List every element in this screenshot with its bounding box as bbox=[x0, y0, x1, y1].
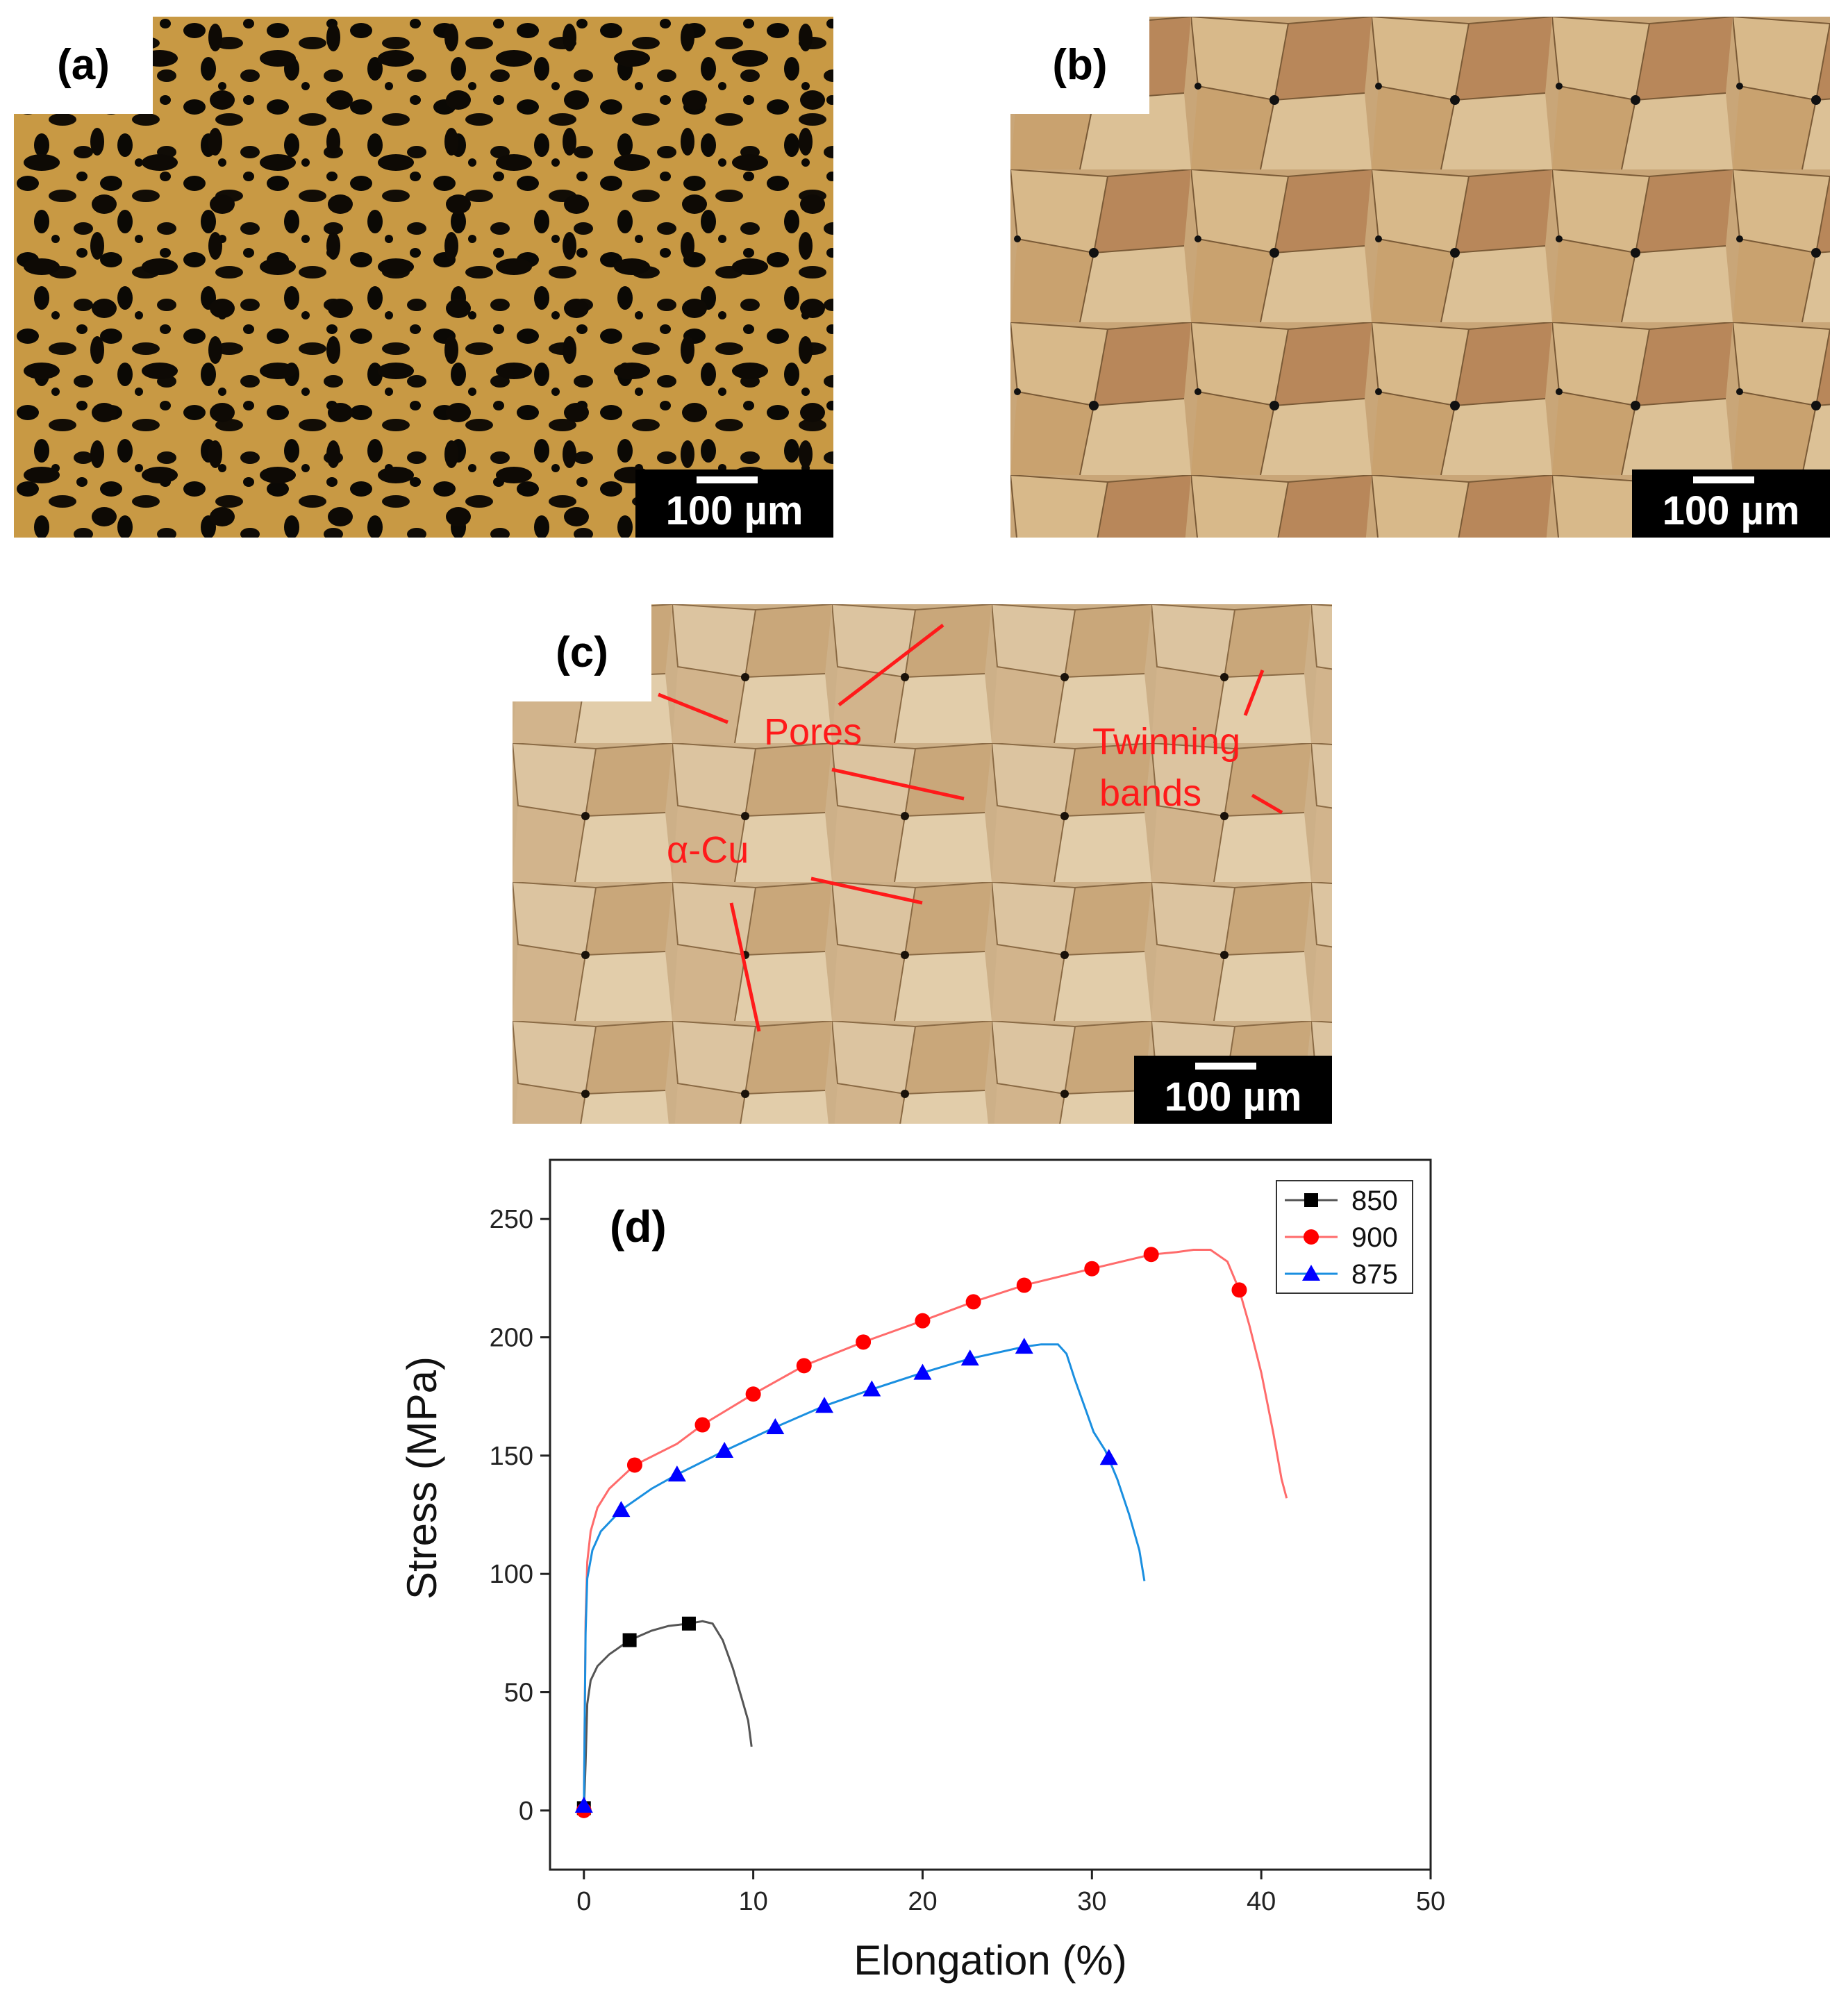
data-point-900-4 bbox=[796, 1358, 812, 1374]
x-tick-label-10: 10 bbox=[738, 1887, 767, 1916]
legend-label-900: 900 bbox=[1351, 1222, 1398, 1253]
x-tick-label-40: 40 bbox=[1247, 1887, 1276, 1916]
data-point-850-1 bbox=[622, 1633, 637, 1647]
data-point-900-9 bbox=[1084, 1261, 1100, 1277]
y-axis-title: Stress (MPa) bbox=[399, 1356, 445, 1599]
annotation-arrow-pores-1 bbox=[658, 692, 729, 724]
annotation-arrow-pores-3 bbox=[831, 767, 965, 801]
data-point-900-8 bbox=[1016, 1277, 1032, 1293]
annotation-arrow-alpha-cu-2 bbox=[729, 902, 761, 1032]
plot-frame bbox=[549, 1158, 1432, 1871]
annotation-twinning-line1: Twinning bbox=[1092, 721, 1241, 763]
y-tick-label-50: 50 bbox=[504, 1679, 533, 1708]
scale-bar-b: 100 µm bbox=[1632, 469, 1830, 538]
data-point-900-11 bbox=[1231, 1282, 1247, 1298]
scale-bar-line-c bbox=[1195, 1063, 1256, 1070]
data-point-875-5 bbox=[815, 1397, 834, 1413]
series-line-850 bbox=[583, 1620, 753, 1811]
y-tick-label-250: 250 bbox=[490, 1205, 533, 1234]
scale-bar-c: 100 µm bbox=[1134, 1056, 1332, 1124]
scale-bar-c-text: 100 µm bbox=[1164, 1074, 1302, 1120]
legend-marker-900 bbox=[1304, 1229, 1319, 1245]
panel-b-label-box bbox=[1010, 17, 1149, 114]
data-point-900-10 bbox=[1143, 1247, 1159, 1263]
data-point-875-2 bbox=[667, 1465, 686, 1482]
legend-marker-875 bbox=[1302, 1265, 1320, 1281]
x-tick-label-0: 0 bbox=[576, 1887, 591, 1916]
annotation-twinning-line2: bands bbox=[1099, 772, 1202, 814]
y-tick-label-0: 0 bbox=[519, 1797, 533, 1826]
micrograph-b: (b) 100 µm bbox=[1010, 17, 1830, 538]
data-point-875-1 bbox=[612, 1501, 631, 1518]
data-point-875-6 bbox=[863, 1380, 881, 1397]
panel-c-label: (c) bbox=[556, 629, 608, 676]
data-point-875-10 bbox=[1099, 1449, 1118, 1465]
y-tick-label-100: 100 bbox=[490, 1560, 533, 1589]
series-line-875 bbox=[583, 1343, 1146, 1811]
data-point-900-2 bbox=[694, 1417, 710, 1433]
panel-d-label: (d) bbox=[610, 1202, 667, 1252]
annotation-alpha-cu: α-Cu bbox=[667, 829, 749, 871]
annotation-pores: Pores bbox=[764, 711, 863, 753]
x-axis-title: Elongation (%) bbox=[854, 1937, 1127, 1984]
legend-label-850: 850 bbox=[1351, 1186, 1398, 1216]
panel-a-label: (a) bbox=[57, 41, 110, 89]
data-point-900-7 bbox=[965, 1294, 981, 1310]
panel-c-label-box bbox=[513, 604, 651, 701]
scale-bar-a-text: 100 µm bbox=[665, 488, 804, 533]
x-tick-label-50: 50 bbox=[1416, 1887, 1445, 1916]
legend-label-875: 875 bbox=[1351, 1259, 1398, 1290]
y-tick-label-200: 200 bbox=[490, 1324, 533, 1353]
annotation-arrow-alpha-cu-1 bbox=[810, 876, 923, 905]
data-point-875-7 bbox=[913, 1363, 932, 1380]
panel-b-label: (b) bbox=[1052, 41, 1108, 89]
data-point-900-5 bbox=[856, 1334, 872, 1350]
x-tick-label-30: 30 bbox=[1077, 1887, 1106, 1916]
data-point-850-2 bbox=[681, 1616, 696, 1631]
y-tick-label-150: 150 bbox=[490, 1442, 533, 1471]
data-point-875-4 bbox=[766, 1418, 785, 1434]
legend: 850 900 875 bbox=[1276, 1180, 1413, 1294]
data-point-900-1 bbox=[626, 1457, 642, 1473]
micrograph-c: (c) Pores Twinning bands α-Cu 100 µm bbox=[513, 604, 1332, 1124]
data-point-875-0 bbox=[574, 1797, 593, 1813]
scale-bar-b-text: 100 µm bbox=[1662, 488, 1800, 533]
x-tick-label-20: 20 bbox=[908, 1887, 937, 1916]
data-point-875-9 bbox=[1015, 1338, 1033, 1354]
data-point-875-8 bbox=[960, 1349, 979, 1366]
panel-a-label-box bbox=[14, 17, 153, 114]
micrograph-a: (a) 100 µm bbox=[14, 17, 833, 538]
scale-bar-line-a bbox=[697, 476, 758, 483]
micrograph-a-texture bbox=[14, 17, 833, 538]
annotation-arrow-twinning-1 bbox=[1243, 670, 1265, 716]
scale-bar-line-b bbox=[1693, 476, 1754, 483]
data-point-900-3 bbox=[745, 1386, 761, 1402]
series-line-900 bbox=[583, 1249, 1288, 1811]
legend-marker-850 bbox=[1304, 1193, 1318, 1207]
data-point-900-6 bbox=[915, 1313, 931, 1329]
annotation-arrow-twinning-2 bbox=[1251, 793, 1283, 815]
data-point-875-3 bbox=[715, 1442, 734, 1458]
scale-bar-a: 100 µm bbox=[635, 469, 833, 538]
annotation-arrow-pores-2 bbox=[838, 624, 944, 706]
